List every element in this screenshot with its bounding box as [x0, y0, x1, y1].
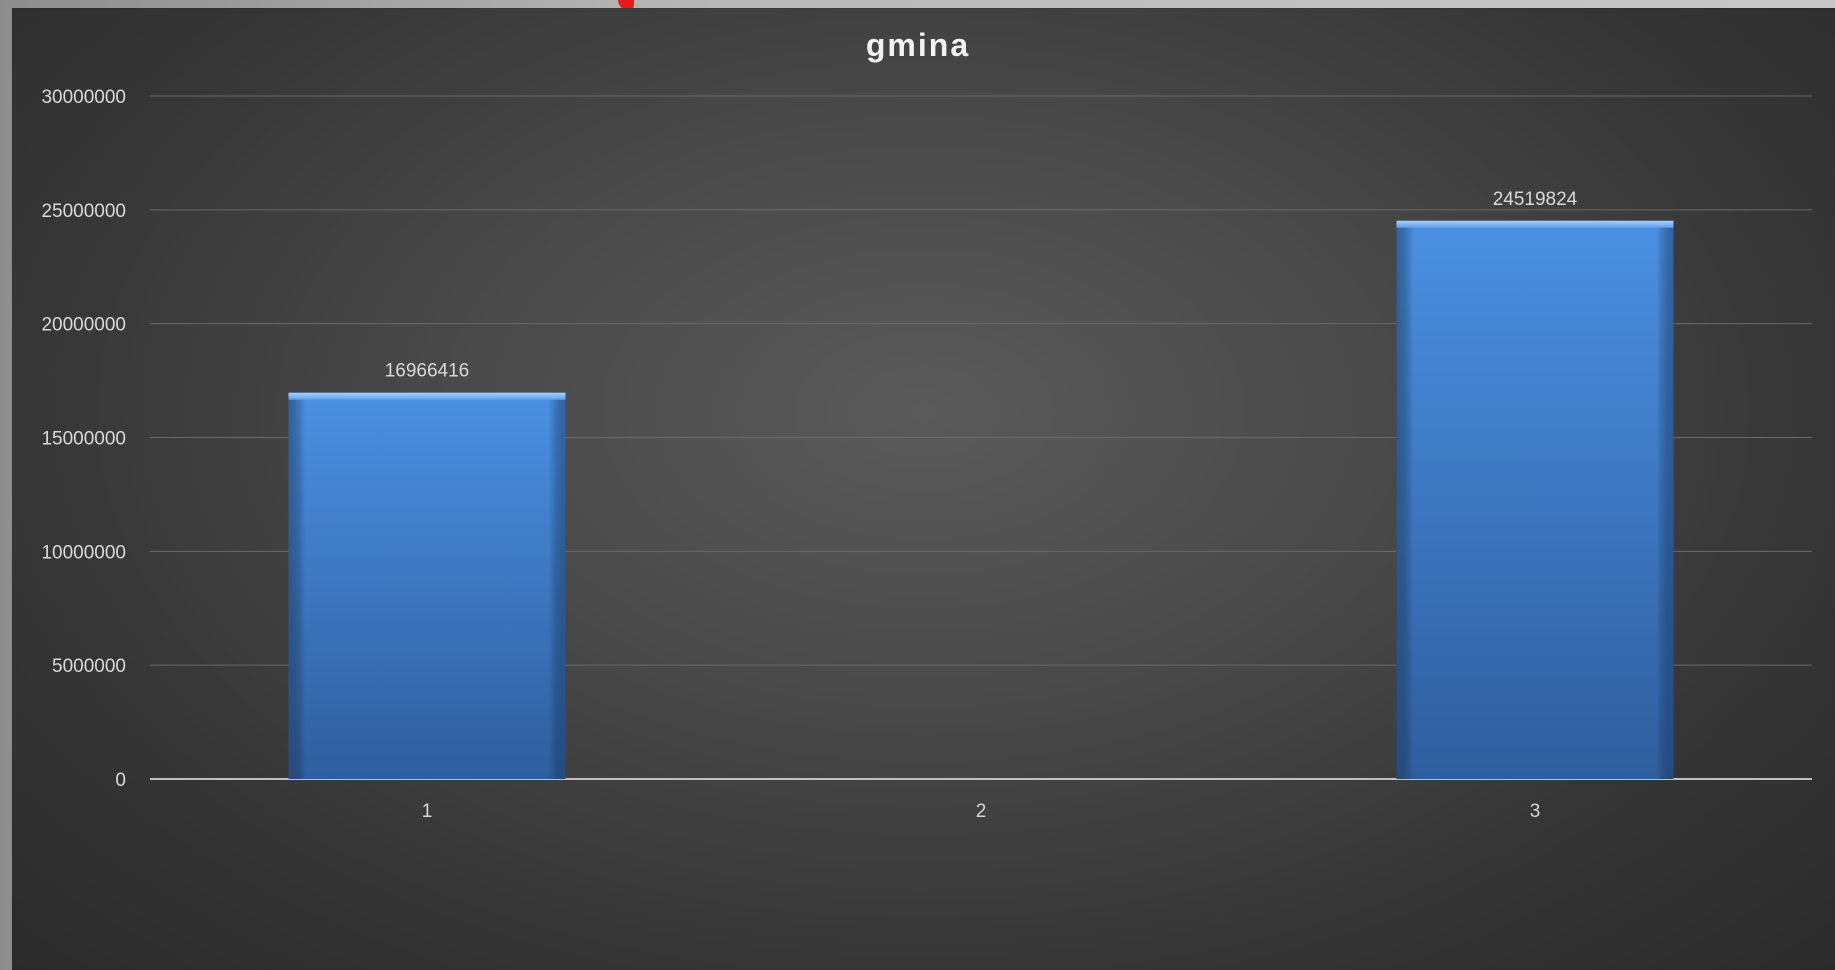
y-tick-label: 0: [115, 770, 126, 791]
x-tick-label: 3: [1530, 801, 1541, 822]
y-tick-label: 10000000: [41, 542, 126, 563]
y-tick-label: 30000000: [41, 87, 126, 108]
y-tick-label: 25000000: [41, 201, 126, 222]
data-label-1: 16966416: [385, 361, 470, 382]
y-tick-label: 20000000: [41, 315, 126, 336]
bar-cap-3: [1396, 220, 1674, 228]
x-tick-label: 2: [976, 801, 987, 822]
red-corner-mark: [618, 0, 634, 10]
bar-cap-1: [288, 392, 566, 400]
y-tick-label: 5000000: [52, 656, 126, 677]
bars: [288, 220, 1674, 780]
bar-shading-3: [1396, 220, 1674, 780]
chart-area: 0 5000000 10000000 15000000 20000000 25000000…: [12, 8, 1835, 970]
x-tick-label: 1: [422, 801, 433, 822]
data-label-3: 24519824: [1493, 189, 1578, 210]
data-labels: 16966416 24519824: [385, 189, 1578, 382]
y-tick-label: 15000000: [41, 429, 126, 450]
bar-chart: 0 5000000 10000000 15000000 20000000 25000000…: [41, 27, 1812, 822]
bar-shading-1: [288, 392, 566, 779]
chart-title: gmina: [866, 27, 970, 63]
